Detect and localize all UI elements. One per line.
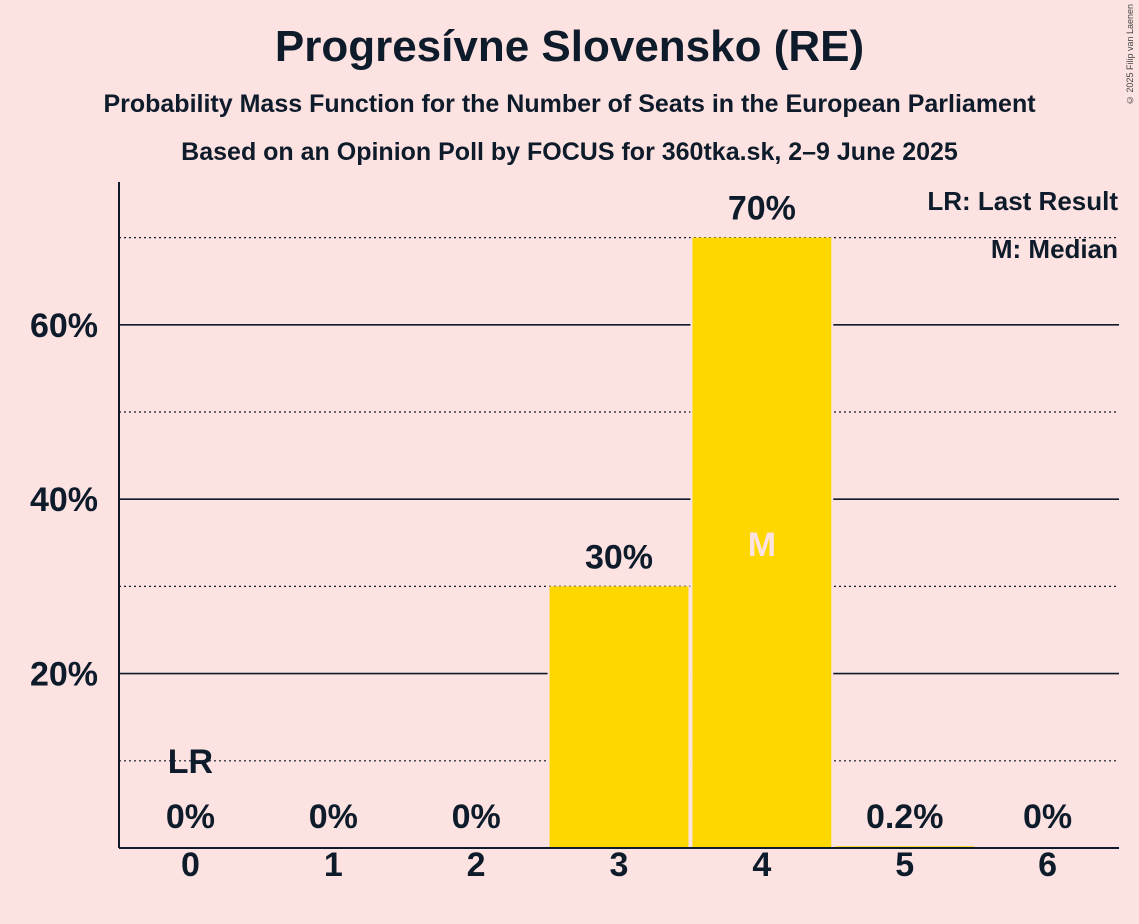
chart-title: Progresívne Slovensko (RE) (274, 22, 865, 71)
bar (692, 237, 832, 849)
x-tick-label: 2 (467, 846, 486, 884)
y-tick-label: 60% (30, 307, 98, 345)
last-result-marker: LR (168, 743, 213, 781)
legend-entry: M: Median (991, 234, 1118, 264)
value-label: 30% (585, 538, 653, 576)
bar (549, 586, 689, 848)
value-label: 0.2% (866, 798, 944, 836)
x-tick-label: 0 (181, 846, 200, 884)
median-marker: M (748, 526, 776, 564)
legend-entry: LR: Last Result (927, 186, 1118, 216)
value-label: 0% (452, 798, 501, 836)
value-label: 0% (1023, 798, 1072, 836)
x-tick-label: 6 (1038, 846, 1057, 884)
y-tick-label: 20% (30, 656, 98, 694)
x-tick-label: 3 (610, 846, 629, 884)
value-label: 0% (166, 798, 215, 836)
value-label: 70% (728, 190, 796, 228)
chart-subtitle: Probability Mass Function for the Number… (103, 90, 1036, 118)
x-tick-label: 4 (752, 846, 771, 884)
x-tick-label: 5 (895, 846, 914, 884)
y-tick-label: 40% (30, 481, 98, 519)
x-tick-label: 1 (324, 846, 343, 884)
value-label: 0% (309, 798, 358, 836)
chart-subtitle-source: Based on an Opinion Poll by FOCUS for 36… (181, 138, 958, 166)
